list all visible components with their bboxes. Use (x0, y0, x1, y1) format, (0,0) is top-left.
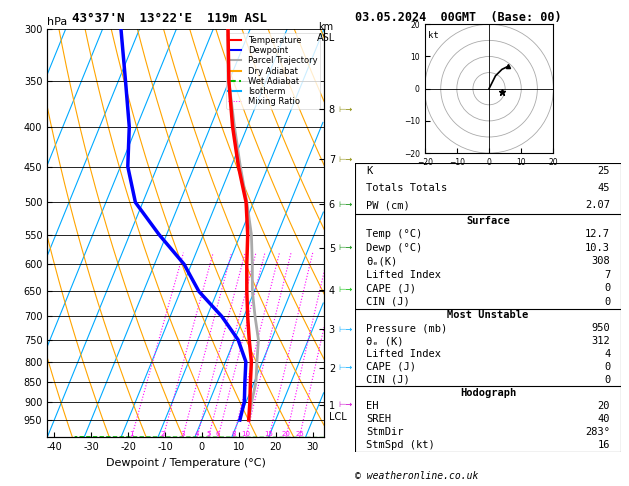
Text: Totals Totals: Totals Totals (366, 183, 447, 193)
Text: ⊢→: ⊢→ (338, 105, 353, 114)
Text: 15: 15 (265, 432, 274, 437)
Text: 8: 8 (231, 432, 236, 437)
Text: Temp (°C): Temp (°C) (366, 229, 422, 239)
Text: 20: 20 (282, 432, 291, 437)
Text: ⊢→: ⊢→ (338, 400, 353, 409)
Text: CAPE (J): CAPE (J) (366, 283, 416, 294)
Text: EH: EH (366, 401, 379, 411)
Text: 950: 950 (591, 323, 610, 333)
Text: ⊢→: ⊢→ (338, 325, 353, 334)
Text: Lifted Index: Lifted Index (366, 349, 441, 359)
Text: θₑ(K): θₑ(K) (366, 256, 398, 266)
Text: 16: 16 (598, 440, 610, 451)
Text: ⊢→: ⊢→ (338, 155, 353, 163)
Text: 4: 4 (195, 432, 199, 437)
Text: 308: 308 (591, 256, 610, 266)
Text: 3: 3 (181, 432, 185, 437)
Text: CIN (J): CIN (J) (366, 375, 409, 385)
Text: ⊢→: ⊢→ (338, 363, 353, 372)
Text: 283°: 283° (585, 427, 610, 437)
Text: © weatheronline.co.uk: © weatheronline.co.uk (355, 471, 479, 481)
X-axis label: Dewpoint / Temperature (°C): Dewpoint / Temperature (°C) (106, 458, 265, 468)
Text: StmDir: StmDir (366, 427, 403, 437)
Text: θₑ (K): θₑ (K) (366, 336, 403, 346)
Text: 0: 0 (604, 297, 610, 307)
Text: 2.07: 2.07 (585, 200, 610, 210)
Text: PW (cm): PW (cm) (366, 200, 409, 210)
Text: CAPE (J): CAPE (J) (366, 362, 416, 372)
Text: 12.7: 12.7 (585, 229, 610, 239)
Text: 20: 20 (598, 401, 610, 411)
Text: 10.3: 10.3 (585, 243, 610, 253)
Text: km
ASL: km ASL (316, 22, 335, 43)
Text: Dewp (°C): Dewp (°C) (366, 243, 422, 253)
Text: 03.05.2024  00GMT  (Base: 00): 03.05.2024 00GMT (Base: 00) (355, 11, 562, 24)
Text: Most Unstable: Most Unstable (447, 310, 529, 320)
Text: 0: 0 (604, 375, 610, 385)
Text: ⊢→: ⊢→ (338, 285, 353, 294)
Text: CIN (J): CIN (J) (366, 297, 409, 307)
Text: 10: 10 (242, 432, 250, 437)
Text: 43°37'N  13°22'E  119m ASL: 43°37'N 13°22'E 119m ASL (72, 12, 267, 25)
Text: 40: 40 (598, 414, 610, 424)
Text: 25: 25 (295, 432, 304, 437)
Text: 7: 7 (604, 270, 610, 280)
Text: 5: 5 (206, 432, 211, 437)
Text: Hodograph: Hodograph (460, 388, 516, 398)
Legend: Temperature, Dewpoint, Parcel Trajectory, Dry Adiabat, Wet Adiabat, Isotherm, Mi: Temperature, Dewpoint, Parcel Trajectory… (226, 34, 320, 109)
Text: Surface: Surface (466, 216, 510, 226)
Text: 4: 4 (604, 349, 610, 359)
Text: kt: kt (428, 31, 438, 40)
Text: ⊢→: ⊢→ (338, 243, 353, 253)
Text: 0: 0 (604, 362, 610, 372)
Text: Pressure (mb): Pressure (mb) (366, 323, 447, 333)
Text: SREH: SREH (366, 414, 391, 424)
Text: 45: 45 (598, 183, 610, 193)
Text: LCL: LCL (330, 412, 347, 422)
Text: 2: 2 (161, 432, 165, 437)
Text: StmSpd (kt): StmSpd (kt) (366, 440, 435, 451)
Text: ⊢→: ⊢→ (338, 200, 353, 209)
Text: 1: 1 (130, 432, 134, 437)
Text: Lifted Index: Lifted Index (366, 270, 441, 280)
Text: 25: 25 (598, 166, 610, 176)
Text: 6: 6 (216, 432, 220, 437)
Text: 0: 0 (604, 283, 610, 294)
Text: hPa: hPa (47, 17, 67, 27)
Text: 312: 312 (591, 336, 610, 346)
Text: K: K (366, 166, 372, 176)
